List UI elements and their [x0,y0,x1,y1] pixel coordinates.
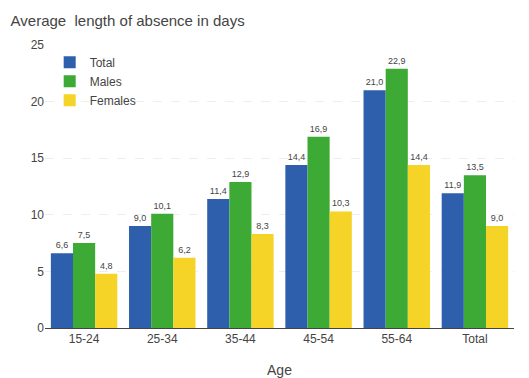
svg-text:25-34: 25-34 [147,332,178,346]
svg-text:14,4: 14,4 [288,152,306,162]
svg-text:7,5: 7,5 [78,230,91,240]
svg-text:10,1: 10,1 [153,201,171,211]
svg-text:16,9: 16,9 [310,124,328,134]
svg-text:15: 15 [31,151,45,165]
svg-text:0: 0 [37,321,44,335]
svg-text:5: 5 [37,265,44,279]
svg-text:Females: Females [90,94,136,108]
svg-text:10,3: 10,3 [332,198,350,208]
svg-text:Males: Males [90,75,122,89]
svg-text:Age: Age [267,362,292,378]
svg-text:9,0: 9,0 [134,213,147,223]
svg-text:11,4: 11,4 [210,186,227,196]
svg-text:45-54: 45-54 [303,332,334,346]
svg-text:6,2: 6,2 [178,245,191,255]
svg-text:9,0: 9,0 [491,213,504,223]
svg-text:8,3: 8,3 [256,221,269,231]
svg-text:6,6: 6,6 [56,240,69,250]
svg-text:12,9: 12,9 [232,169,250,179]
svg-text:22,9: 22,9 [388,56,406,66]
svg-text:Total: Total [462,332,487,346]
svg-text:Average length of absence in: Average length of absence in days [11,12,245,29]
svg-text:13,5: 13,5 [466,162,484,172]
svg-text:21,0: 21,0 [366,77,384,87]
svg-text:15-24: 15-24 [69,332,100,346]
svg-text:25: 25 [31,38,45,52]
svg-text:14,4: 14,4 [410,152,428,162]
svg-text:35-44: 35-44 [225,332,256,346]
svg-text:20: 20 [31,95,45,109]
svg-text:4,8: 4,8 [100,261,113,271]
svg-text:Total: Total [90,56,115,70]
svg-text:55-64: 55-64 [381,332,412,346]
svg-text:11,9: 11,9 [444,180,461,190]
svg-text:10: 10 [31,208,45,222]
